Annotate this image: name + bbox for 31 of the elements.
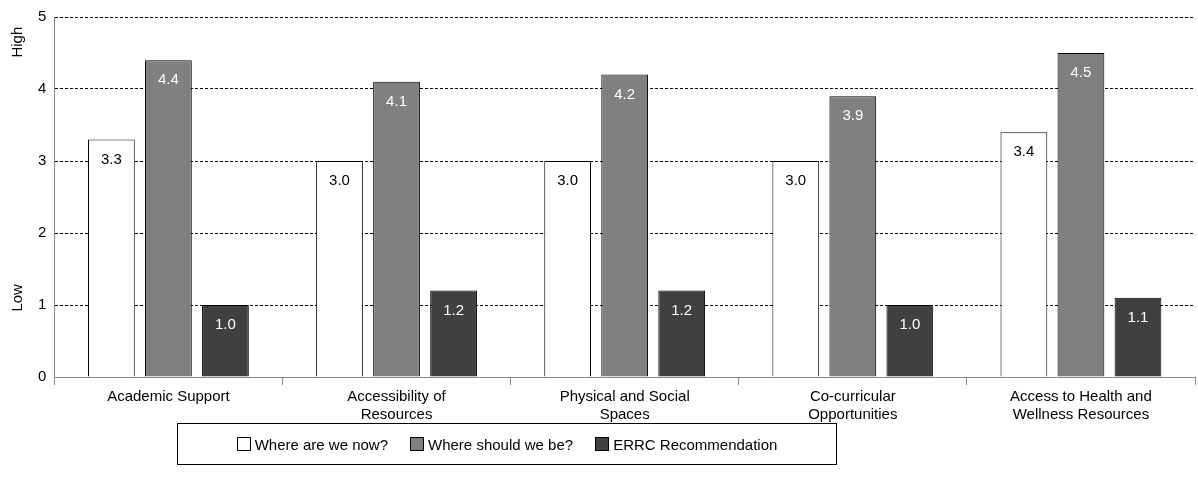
x-tick-label: Access to Health and Wellness Resources	[1010, 387, 1152, 423]
y-tick-label: 5	[38, 7, 47, 25]
text: High	[8, 26, 26, 58]
data-label: 4.1	[386, 91, 407, 109]
data-label: 1.2	[443, 300, 464, 318]
y-tick-label: 0	[38, 367, 47, 385]
text: Low	[8, 283, 26, 312]
x-tick-label: Academic Support	[107, 387, 231, 405]
legend-label: ERRC Recommendation	[613, 435, 778, 453]
x-tick-label: Accessibility of Resources	[347, 387, 447, 423]
x-tick-label: Physical and Social Spaces	[559, 387, 690, 423]
data-label: 1.1	[1127, 307, 1149, 325]
data-label: 3.0	[557, 171, 579, 189]
y-tick-label: 2	[38, 223, 47, 241]
data-label: 4.2	[614, 84, 636, 102]
data-label: 1.0	[899, 315, 921, 333]
data-label: 3.4	[1013, 142, 1035, 160]
data-label: 1.0	[215, 315, 236, 333]
data-label: 3.0	[329, 171, 350, 189]
y-tick-label: 3	[38, 151, 47, 169]
y-tick-label: 4	[38, 79, 47, 97]
data-label: 1.2	[671, 300, 693, 318]
y-tick-label: 1	[38, 295, 47, 313]
data-label: 3.9	[842, 106, 864, 124]
legend-label: Where are we now?	[254, 435, 389, 453]
data-label: 3.3	[100, 149, 122, 167]
data-label: 4.5	[1070, 63, 1092, 81]
data-label: 4.4	[157, 70, 179, 88]
x-tick-label: Co-curricular Opportunities	[808, 387, 898, 423]
data-label: 3.0	[785, 171, 807, 189]
legend-label: Where should we be?	[428, 435, 574, 453]
